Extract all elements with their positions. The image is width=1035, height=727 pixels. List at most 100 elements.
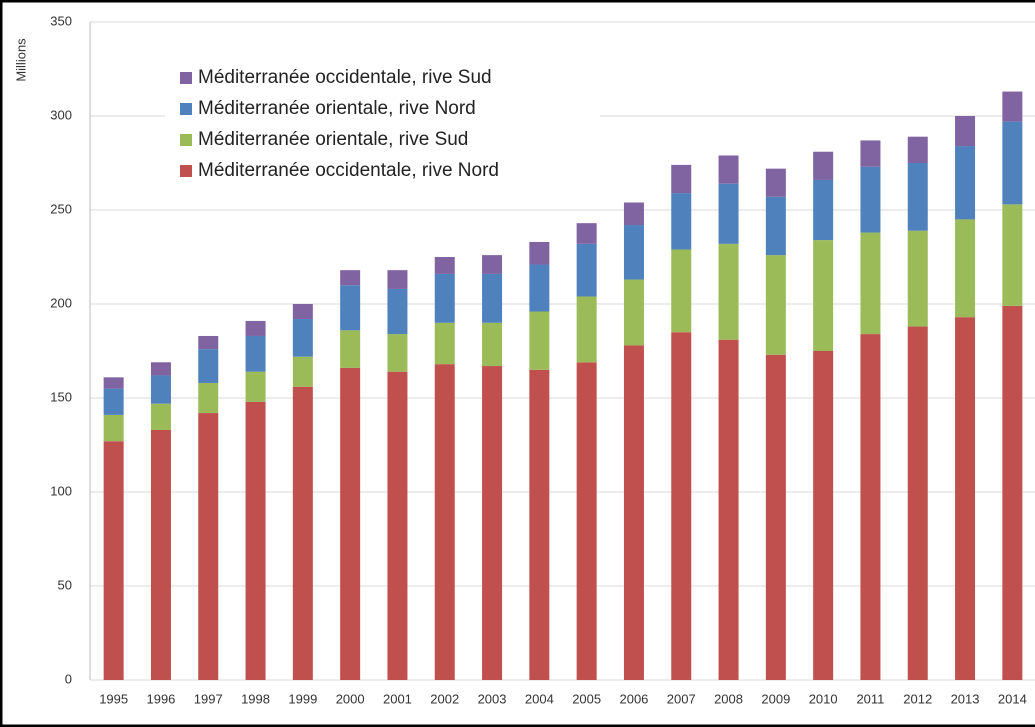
bar-segment [623, 345, 644, 680]
bar-segment [387, 334, 408, 372]
x-tick-label: 2000 [336, 691, 365, 706]
x-tick-label: 1997 [194, 691, 223, 706]
bar-segment [623, 202, 644, 226]
bar-segment [955, 219, 976, 318]
legend-label: Méditerranée occidentale, rive Nord [198, 160, 499, 181]
bar-segment [529, 241, 550, 265]
bar-segment [103, 377, 124, 389]
bar-segment [718, 243, 739, 340]
bar-segment [292, 304, 313, 320]
bar-segment [103, 414, 124, 442]
bar-segment [718, 155, 739, 184]
bar-segment [1002, 305, 1023, 680]
y-tick-label: 150 [50, 389, 72, 404]
bar-segment [765, 196, 786, 256]
bar-segment [860, 140, 881, 167]
bar-segment [150, 403, 171, 430]
bar-segment [813, 151, 834, 180]
bar-segment [1002, 121, 1023, 205]
bar-segment [482, 255, 503, 274]
y-tick-label: 350 [50, 13, 72, 28]
bar-segment [103, 441, 124, 680]
bar-segment [1002, 204, 1023, 306]
x-tick-label: 2007 [667, 691, 696, 706]
x-tick-label: 2003 [478, 691, 507, 706]
bar-segment [907, 326, 928, 680]
y-tick-label: 100 [50, 483, 72, 498]
legend-label: Méditerranée orientale, rive Sud [198, 129, 468, 150]
bar-segment [623, 279, 644, 346]
x-tick-label: 2013 [951, 691, 980, 706]
bar-segment [340, 330, 361, 368]
bar-segment [245, 401, 266, 680]
bar-segment [813, 179, 834, 241]
y-axis-label: Millions [13, 38, 28, 82]
x-tick-label: 2005 [572, 691, 601, 706]
bar-segment [434, 273, 455, 323]
x-tick-label: 2014 [998, 691, 1027, 706]
bar-segment [671, 193, 692, 250]
bar-segment [671, 164, 692, 194]
bar-segment [576, 296, 597, 363]
y-tick-label: 250 [50, 201, 72, 216]
bar-segment [340, 285, 361, 331]
bar-segment [292, 319, 313, 357]
bar-segment [198, 413, 219, 680]
x-tick-label: 2006 [619, 691, 648, 706]
bar-segment [103, 388, 124, 415]
legend-label: Méditerranée orientale, rive Nord [198, 98, 476, 119]
y-tick-label: 50 [58, 577, 72, 592]
bar-segment [198, 382, 219, 414]
bar-segment [150, 362, 171, 376]
bar-segment [292, 356, 313, 387]
x-tick-label: 1999 [288, 691, 317, 706]
bar-segment [671, 332, 692, 680]
bar-segment [955, 146, 976, 220]
bar-segment [245, 335, 266, 372]
bar-segment [529, 264, 550, 312]
bar-segment [198, 335, 219, 350]
bar-segment [955, 116, 976, 147]
bar-segment [387, 371, 408, 680]
bar-segment [576, 243, 597, 297]
bar-segment [150, 429, 171, 680]
bar-segment [907, 136, 928, 163]
x-tick-label: 2009 [761, 691, 790, 706]
bar-segment [245, 371, 266, 402]
bar-segment [718, 183, 739, 244]
x-tick-label: 1996 [146, 691, 175, 706]
legend-box [165, 60, 600, 190]
bar-segment [718, 339, 739, 680]
bar-segment [671, 249, 692, 333]
bar-segment [860, 232, 881, 335]
bar-segment [623, 225, 644, 280]
bar-segment [198, 349, 219, 383]
legend-swatch [180, 134, 192, 146]
bar-segment [245, 320, 266, 336]
x-tick-label: 2011 [856, 691, 884, 706]
legend-swatch [180, 103, 192, 115]
bar-segment [340, 367, 361, 680]
x-tick-label: 1998 [241, 691, 270, 706]
bar-segment [907, 230, 928, 327]
bar-segment [860, 166, 881, 233]
legend-swatch [180, 165, 192, 177]
bar-segment [813, 351, 834, 680]
bar-segment [529, 311, 550, 370]
legend-swatch [180, 72, 192, 84]
bar-segment [482, 273, 503, 323]
bar-segment [387, 270, 408, 289]
bar-segment [907, 163, 928, 231]
bar-segment [292, 386, 313, 680]
bar-segment [387, 288, 408, 335]
bar-segment [150, 375, 171, 404]
bar-segment [434, 364, 455, 680]
legend-label: Méditerranée occidentale, rive Sud [198, 67, 492, 88]
bar-segment [765, 168, 786, 197]
bar-segment [813, 240, 834, 351]
x-tick-label: 2004 [525, 691, 554, 706]
bar-segment [576, 223, 597, 244]
x-tick-label: 1995 [99, 691, 128, 706]
